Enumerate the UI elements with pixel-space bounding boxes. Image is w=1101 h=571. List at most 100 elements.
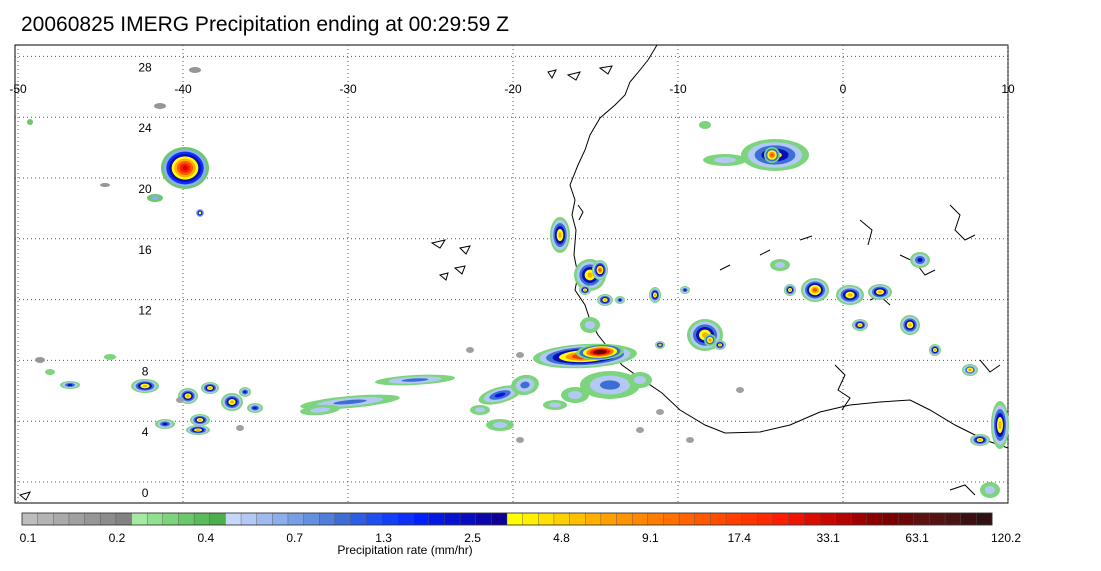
colorbar-swatch xyxy=(913,512,930,526)
rain-contour xyxy=(310,407,330,413)
rain-cell xyxy=(486,419,514,431)
rain-contour xyxy=(618,299,622,301)
rain-cell xyxy=(680,286,690,294)
rain-cell xyxy=(131,379,159,393)
colorbar-swatch xyxy=(193,512,211,526)
colorbar-swatch xyxy=(397,512,414,526)
rain-cell xyxy=(801,278,829,302)
colorbar-swatch xyxy=(804,512,821,526)
rain-cell xyxy=(615,296,625,304)
rain-contour xyxy=(549,402,561,408)
rain-cell xyxy=(176,397,184,403)
colorbar-swatch xyxy=(68,512,86,526)
colorbar-swatch xyxy=(866,512,883,526)
map-frame xyxy=(14,44,1009,504)
rain-cell xyxy=(155,419,175,429)
colorbar-label: 0.4 xyxy=(197,531,215,545)
coastline xyxy=(18,44,1009,501)
colorbar-swatch xyxy=(569,512,586,526)
rain-contour xyxy=(182,165,188,171)
rain-contour xyxy=(568,391,582,399)
rain-cell xyxy=(35,357,45,363)
rain-cell xyxy=(196,209,204,217)
rain-cell xyxy=(100,183,110,187)
colorbar-label: 2.5 xyxy=(464,531,481,545)
colorbar-swatch xyxy=(944,512,962,526)
rain-cell xyxy=(580,371,640,399)
rain-contour xyxy=(466,347,474,353)
rain-contour xyxy=(558,232,562,238)
rain-contour xyxy=(775,262,785,268)
colorbar-swatch xyxy=(694,512,711,526)
rain-contour xyxy=(176,397,184,403)
colorbar-title: Precipitation rate (mm/hr) xyxy=(337,543,473,557)
rain-cell xyxy=(628,372,652,388)
map-grid xyxy=(15,45,1009,503)
rain-contour xyxy=(45,369,55,375)
coastline-detail xyxy=(859,219,873,246)
rain-contour xyxy=(587,272,593,278)
rain-cell xyxy=(784,284,796,296)
colorbar-swatch xyxy=(475,512,492,526)
colorbar-swatch xyxy=(178,512,195,526)
coastline-detail xyxy=(453,265,466,275)
coastline-detail xyxy=(577,204,584,221)
colorbar-swatch xyxy=(21,512,39,526)
colorbar xyxy=(21,512,993,526)
rain-contour xyxy=(494,392,506,398)
colorbar-swatch xyxy=(647,512,664,526)
lat-tick-label: 16 xyxy=(138,243,152,257)
rain-contour xyxy=(142,384,148,388)
coastline-detail xyxy=(949,484,976,496)
colorbar-swatch xyxy=(600,512,618,526)
coastline-detail xyxy=(799,235,813,241)
lon-tick-label: -20 xyxy=(504,82,522,96)
map-title: 20060825 IMERG Precipitation ending at 0… xyxy=(21,13,509,36)
colorbar-swatch xyxy=(585,512,602,526)
rain-contour xyxy=(198,419,202,421)
rain-contour xyxy=(699,121,711,129)
colorbar-swatch xyxy=(334,512,352,526)
rain-cell xyxy=(580,317,600,333)
colorbar-swatch xyxy=(788,512,805,526)
rain-cell xyxy=(466,347,474,353)
colorbar-swatch xyxy=(365,512,383,526)
rain-cell xyxy=(190,414,210,426)
rain-contour xyxy=(189,67,201,73)
rain-cell xyxy=(189,67,201,73)
colorbar-swatch xyxy=(710,512,727,526)
rain-cell xyxy=(45,369,55,375)
rain-contour xyxy=(934,349,936,351)
colorbar-swatch xyxy=(663,512,680,526)
colorbar-swatches xyxy=(21,512,993,526)
coastline-detail xyxy=(759,249,771,256)
colorbar-swatch xyxy=(53,512,70,526)
rain-contour xyxy=(516,437,524,443)
rain-cell xyxy=(561,387,589,403)
rain-contour xyxy=(186,394,190,398)
rain-contour xyxy=(493,422,507,428)
coastline-detail xyxy=(949,204,976,241)
lat-tick-label: 28 xyxy=(138,60,152,74)
rain-cell xyxy=(900,315,920,335)
rain-cell xyxy=(929,344,941,356)
coastline-detail xyxy=(430,239,447,249)
rain-contour xyxy=(520,381,530,389)
lon-tick-label: -50 xyxy=(9,82,27,96)
rain-contour xyxy=(243,390,247,394)
rain-cell xyxy=(247,403,263,413)
rain-contour xyxy=(27,119,33,125)
coastline-detail xyxy=(566,71,581,81)
colorbar-label: 1.3 xyxy=(375,531,392,545)
rain-contour xyxy=(714,157,736,163)
rain-cell xyxy=(516,352,524,358)
colorbar-swatch xyxy=(835,512,852,526)
rain-contour xyxy=(908,323,912,327)
rain-contour xyxy=(584,289,586,291)
colorbar-swatch xyxy=(976,512,993,526)
rain-cell xyxy=(511,374,539,396)
rain-cell xyxy=(550,217,570,253)
colorbar-swatch xyxy=(929,512,946,526)
rain-contour xyxy=(196,429,200,431)
rain-cell xyxy=(592,260,608,280)
